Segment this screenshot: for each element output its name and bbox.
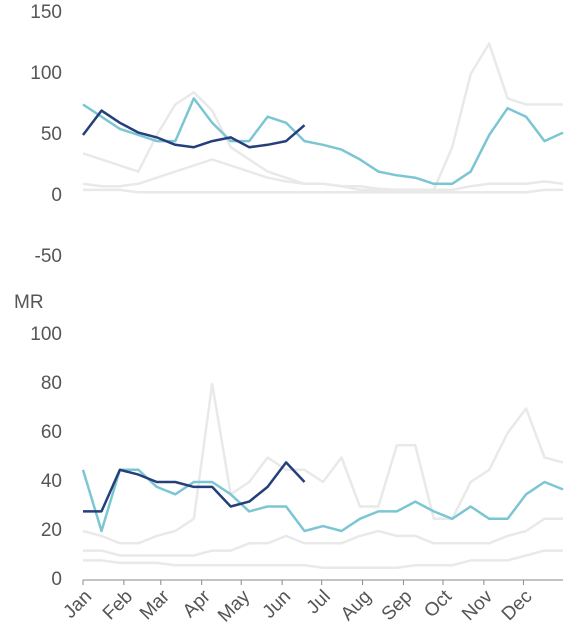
x-tick-label: Jun bbox=[259, 586, 296, 623]
series-line bbox=[83, 188, 563, 194]
series-line bbox=[82, 158, 564, 192]
series-line bbox=[82, 97, 564, 186]
y-tick-label: 20 bbox=[41, 520, 62, 541]
y-tick-label: 40 bbox=[41, 471, 62, 492]
y-tick-label: 0 bbox=[51, 185, 62, 206]
series-line bbox=[83, 549, 563, 570]
x-tick-label: Mar bbox=[136, 586, 174, 624]
y-tick-label: -50 bbox=[35, 246, 62, 267]
x-tick-label: Dec bbox=[498, 586, 537, 625]
y-tick-label: 0 bbox=[51, 569, 62, 590]
x-tick-label: Aug bbox=[337, 586, 376, 625]
series-line bbox=[82, 382, 564, 545]
x-tick-label: May bbox=[214, 586, 255, 627]
series-line bbox=[82, 109, 306, 149]
y-tick-label: 150 bbox=[30, 2, 62, 23]
series-line bbox=[81, 468, 564, 533]
y-tick-label: 50 bbox=[41, 124, 62, 145]
series-line bbox=[83, 461, 306, 513]
x-tick-label: Feb bbox=[99, 586, 137, 624]
series-line bbox=[82, 42, 563, 192]
y-axis-label: MR bbox=[14, 292, 44, 313]
y-tick-label: 100 bbox=[30, 324, 62, 345]
y-tick-label: 60 bbox=[41, 422, 62, 443]
x-tick-label: Jan bbox=[60, 586, 97, 623]
x-tick-label: Oct bbox=[420, 586, 456, 622]
x-tick-label: Sep bbox=[378, 586, 417, 625]
x-tick-label: Nov bbox=[458, 586, 497, 625]
y-tick-label: 80 bbox=[41, 373, 62, 394]
series-line bbox=[83, 517, 563, 557]
y-tick-label: 100 bbox=[30, 63, 62, 84]
x-tick-label: Jul bbox=[303, 586, 335, 618]
x-tick-label: Apr bbox=[179, 586, 215, 622]
